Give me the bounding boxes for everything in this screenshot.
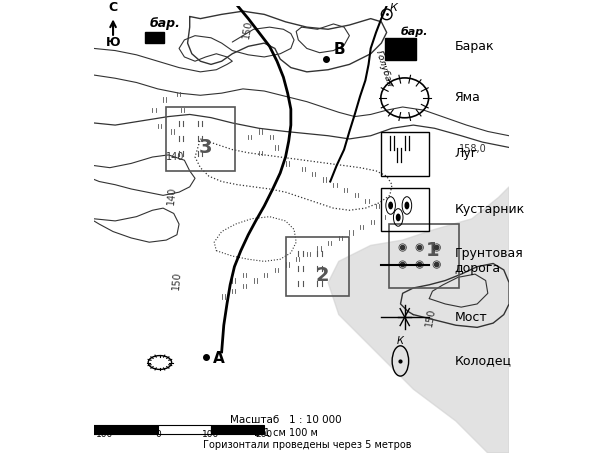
Text: 140: 140 — [166, 186, 178, 205]
Circle shape — [400, 262, 405, 267]
Text: С: С — [109, 1, 118, 14]
Text: бар.: бар. — [400, 27, 428, 37]
Circle shape — [417, 262, 422, 267]
Text: Грунтовая
дорога: Грунтовая дорога — [455, 247, 523, 275]
Bar — [166, 107, 235, 171]
Text: 150: 150 — [424, 307, 437, 327]
Bar — [286, 237, 349, 296]
Polygon shape — [328, 187, 509, 453]
Bar — [390, 224, 458, 288]
Circle shape — [397, 214, 400, 221]
Circle shape — [389, 202, 393, 209]
Text: 1: 1 — [426, 241, 439, 260]
Text: Яма: Яма — [455, 92, 481, 104]
Text: К: К — [397, 336, 404, 346]
Text: Луг: Луг — [455, 147, 478, 160]
Circle shape — [435, 262, 439, 267]
Text: Мост: Мост — [455, 311, 487, 323]
Circle shape — [400, 246, 405, 250]
Bar — [51, 425, 104, 434]
Circle shape — [405, 202, 409, 209]
Text: 100: 100 — [96, 430, 113, 439]
Text: 0: 0 — [155, 430, 160, 439]
Text: 158,0: 158,0 — [459, 144, 487, 154]
Circle shape — [417, 246, 422, 250]
Circle shape — [435, 246, 439, 250]
Bar — [381, 132, 429, 176]
Bar — [145, 33, 164, 43]
Text: бар.: бар. — [150, 17, 180, 30]
Text: 200: 200 — [256, 430, 273, 439]
Text: 150: 150 — [171, 271, 182, 290]
Text: В: В — [333, 42, 345, 57]
Text: Голубая: Голубая — [374, 49, 394, 88]
Text: Масштаб   1 : 10 000: Масштаб 1 : 10 000 — [230, 415, 341, 425]
Text: Кустарник: Кустарник — [455, 203, 525, 216]
Text: 140: 140 — [166, 152, 185, 162]
Text: 100: 100 — [203, 430, 219, 439]
Text: 2: 2 — [316, 266, 330, 284]
Text: Барак: Барак — [455, 39, 494, 53]
Text: В 1 см 100 м: В 1 см 100 м — [254, 428, 317, 438]
Text: Колодец: Колодец — [455, 354, 512, 367]
Bar — [211, 425, 264, 434]
Text: К: К — [390, 3, 398, 13]
Bar — [385, 38, 415, 60]
Text: 150: 150 — [241, 20, 254, 40]
Text: Горизонтали проведены через 5 метров: Горизонтали проведены через 5 метров — [203, 440, 411, 450]
Text: Ю: Ю — [106, 36, 121, 49]
Bar — [381, 188, 429, 231]
Bar — [104, 425, 158, 434]
Text: А: А — [213, 351, 225, 366]
Text: 3: 3 — [199, 138, 212, 157]
Bar — [158, 425, 211, 434]
